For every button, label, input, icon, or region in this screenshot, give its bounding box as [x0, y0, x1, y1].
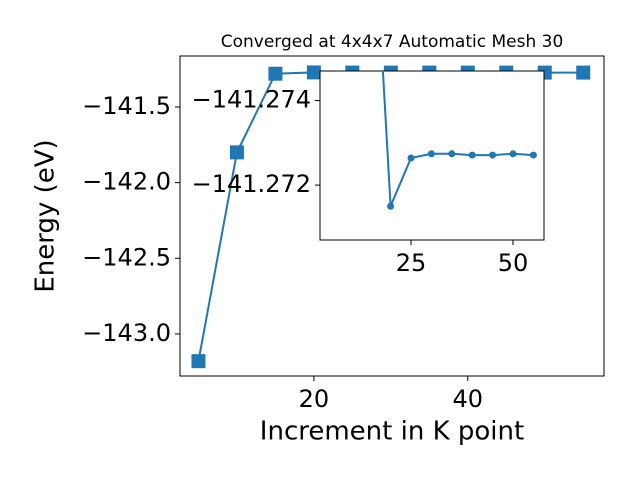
marker: [407, 154, 415, 162]
x-axis-label: Increment in K point: [260, 417, 524, 447]
x-tick-label: 25: [396, 249, 427, 277]
y-axis-label: Energy (eV): [31, 139, 61, 292]
y-tick-label: −141.5: [82, 92, 171, 120]
marker: [268, 66, 283, 81]
y-tick-label: −142.5: [82, 243, 171, 271]
x-tick-label: 40: [453, 385, 484, 413]
y-tick-label: −142.0: [82, 168, 171, 196]
y-tick-label: −141.272: [192, 170, 311, 198]
marker: [576, 65, 591, 80]
marker: [529, 151, 537, 159]
marker: [509, 150, 517, 158]
marker: [229, 145, 244, 160]
marker: [427, 150, 435, 158]
marker: [306, 65, 321, 80]
marker: [448, 150, 456, 158]
marker: [468, 151, 476, 159]
marker: [387, 202, 395, 210]
x-tick-label: 50: [498, 249, 529, 277]
y-tick-label: −141.274: [192, 86, 311, 114]
chart-title: Converged at 4x4x7 Automatic Mesh 30: [221, 32, 564, 52]
marker: [191, 354, 206, 369]
y-tick-label: −143.0: [82, 319, 171, 347]
series: [381, 71, 537, 210]
marker: [489, 151, 497, 159]
x-tick-label: 20: [299, 385, 330, 413]
